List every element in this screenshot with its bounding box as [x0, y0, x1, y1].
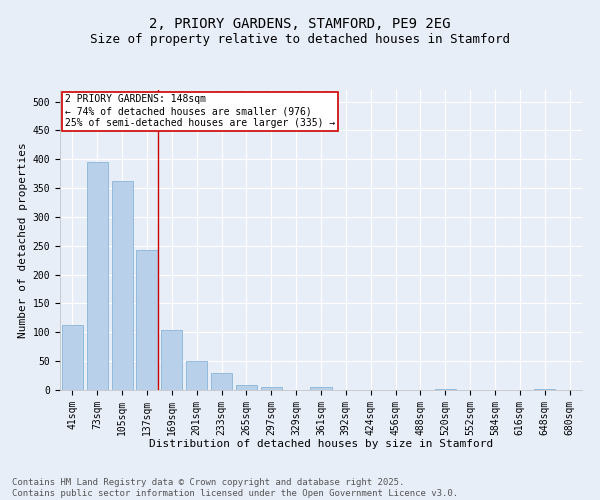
Bar: [261, 387, 282, 390]
Bar: [236, 386, 257, 390]
Bar: [62, 326, 83, 390]
Text: 2, PRIORY GARDENS, STAMFORD, PE9 2EG: 2, PRIORY GARDENS, STAMFORD, PE9 2EG: [149, 18, 451, 32]
Bar: [186, 361, 207, 390]
Y-axis label: Number of detached properties: Number of detached properties: [19, 142, 28, 338]
Bar: [310, 386, 332, 390]
Bar: [161, 330, 182, 390]
Bar: [136, 250, 158, 390]
Bar: [112, 181, 133, 390]
Text: Size of property relative to detached houses in Stamford: Size of property relative to detached ho…: [90, 32, 510, 46]
Text: Contains HM Land Registry data © Crown copyright and database right 2025.
Contai: Contains HM Land Registry data © Crown c…: [12, 478, 458, 498]
Bar: [211, 372, 232, 390]
Bar: [87, 162, 108, 390]
Text: 2 PRIORY GARDENS: 148sqm
← 74% of detached houses are smaller (976)
25% of semi-: 2 PRIORY GARDENS: 148sqm ← 74% of detach…: [65, 94, 335, 128]
X-axis label: Distribution of detached houses by size in Stamford: Distribution of detached houses by size …: [149, 439, 493, 449]
